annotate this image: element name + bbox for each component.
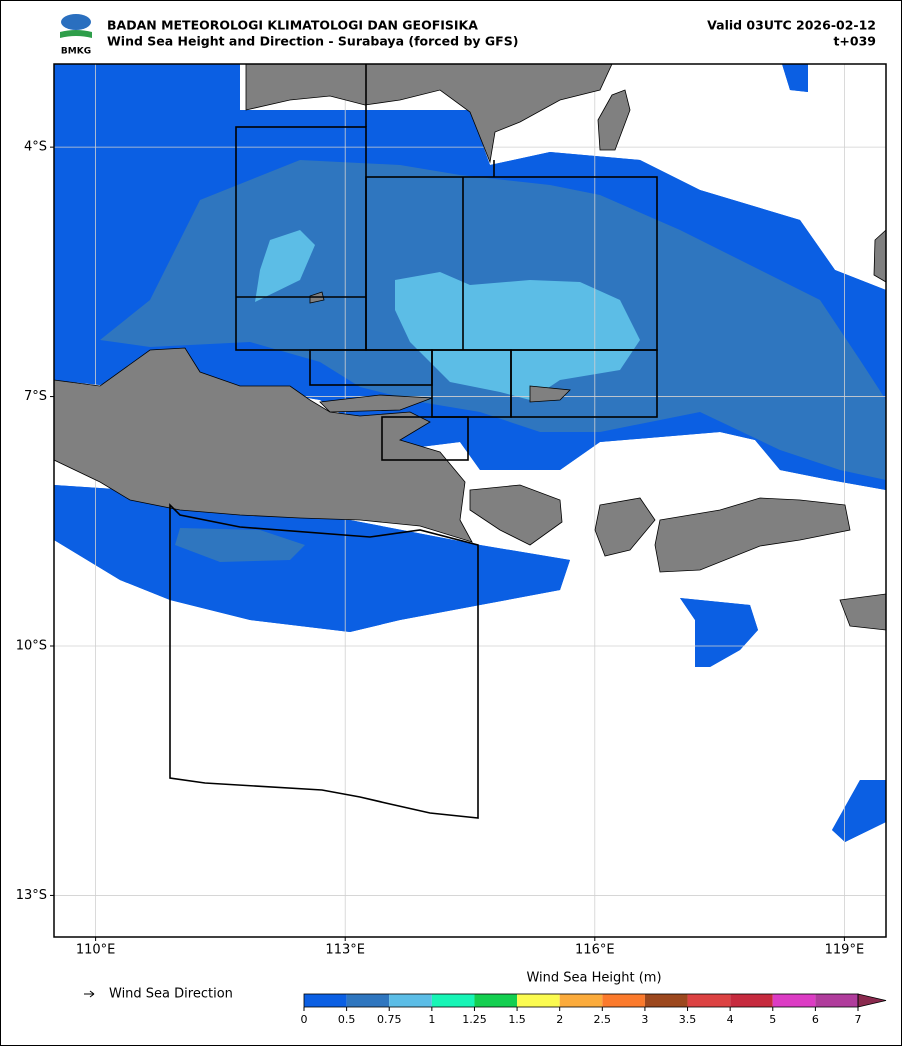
x-tick-label: 113°E [325, 943, 365, 958]
colorbar-tick-label: 2 [556, 1013, 563, 1026]
legend-label: Wind Sea Direction [109, 987, 233, 1002]
legend: Wind Sea Direction [84, 987, 233, 1002]
valid-time: Valid 03UTC 2026-02-12 [707, 18, 876, 33]
y-tick-label: 4°S [24, 140, 47, 155]
y-tick-label: 10°S [16, 639, 47, 654]
header-subtitle: Wind Sea Height and Direction - Surabaya… [107, 34, 518, 49]
colorbar-segment [304, 994, 347, 1007]
colorbar-tick-label: 5 [769, 1013, 776, 1026]
colorbar-tick-label: 0 [301, 1013, 308, 1026]
colorbar-tick-label: 7 [855, 1013, 862, 1026]
colorbar-tick-label: 0.75 [377, 1013, 402, 1026]
colorbar-title: Wind Sea Height (m) [526, 971, 661, 986]
colorbar-segment [687, 994, 731, 1007]
colorbar-frame [303, 993, 859, 1008]
colorbar-tick-label: 3 [641, 1013, 648, 1026]
y-tick-label: 13°S [16, 888, 47, 903]
colorbar-segment [772, 994, 816, 1007]
header-title: BADAN METEOROLOGI KLIMATOLOGI DAN GEOFIS… [107, 18, 478, 33]
map-frame [53, 63, 887, 938]
colorbar-tick-label: 2.5 [594, 1013, 612, 1026]
x-tick-label: 110°E [76, 943, 116, 958]
x-tick-label: 119°E [825, 943, 865, 958]
colorbar-segment [517, 994, 560, 1007]
axes: 110°E 113°E 116°E 119°E 4°S 7°S 10°S 13°S [16, 140, 864, 958]
y-tick-label: 7°S [24, 389, 47, 404]
colorbar-segment [346, 994, 390, 1007]
colorbar-segment [815, 994, 858, 1007]
colorbar-segment [559, 994, 603, 1007]
colorbar: 0 0.5 0.75 1 1.25 1.5 2 2.5 3 3.5 4 5 6 7 [301, 993, 887, 1026]
domain-boxes [169, 64, 658, 819]
logo: BMKG [60, 14, 92, 57]
colorbar-tick-label: 1 [428, 1013, 435, 1026]
land [54, 64, 886, 631]
colorbar-segment [474, 994, 518, 1007]
colorbar-segment [730, 994, 773, 1007]
colorbar-tick-label: 3.5 [679, 1013, 697, 1026]
colorbar-segment [644, 994, 688, 1007]
colorbar-tick-label: 1.25 [462, 1013, 487, 1026]
colorbar-segment [389, 994, 432, 1007]
lead-time: t+039 [833, 34, 876, 49]
x-tick-label: 116°E [575, 943, 615, 958]
logo-text: BMKG [61, 47, 91, 57]
colorbar-tick-label: 0.5 [338, 1013, 356, 1026]
map [54, 64, 886, 937]
colorbar-tick-label: 1.5 [508, 1013, 526, 1026]
colorbar-tick-label: 6 [812, 1013, 819, 1026]
colorbar-segment [602, 994, 645, 1007]
colorbar-segment [431, 994, 475, 1007]
colorbar-tick-label: 4 [727, 1013, 734, 1026]
